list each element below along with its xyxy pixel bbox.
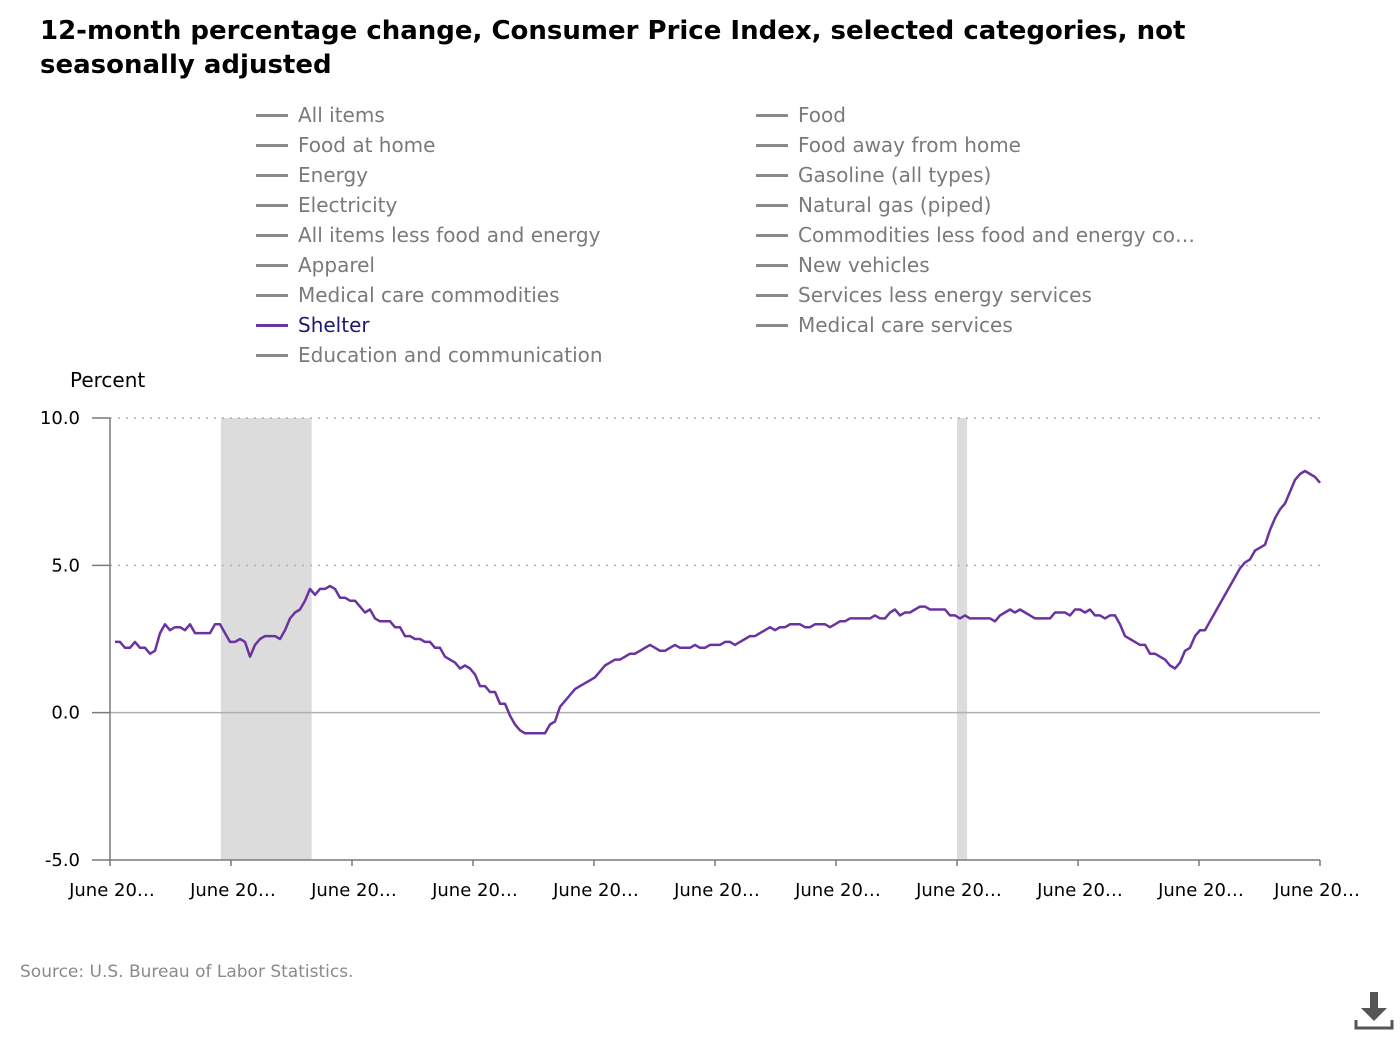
legend-item[interactable]: Services less energy services xyxy=(756,280,1256,310)
x-tick-label: June 20… xyxy=(673,880,760,901)
recession-band xyxy=(220,418,312,860)
source-note: Source: U.S. Bureau of Labor Statistics. xyxy=(20,962,354,982)
legend-item[interactable]: Natural gas (piped) xyxy=(756,190,1256,220)
legend-item[interactable]: Medical care commodities xyxy=(256,280,756,310)
legend-swatch xyxy=(256,263,288,267)
legend-item[interactable]: Energy xyxy=(256,160,756,190)
y-tick-label: 5.0 xyxy=(51,555,80,576)
legend-swatch xyxy=(756,203,788,207)
legend-swatch xyxy=(256,113,288,117)
y-axis-label: Percent xyxy=(70,368,146,392)
legend-item[interactable]: Medical care services xyxy=(756,310,1256,340)
x-tick-label: June 20… xyxy=(1157,880,1244,901)
legend-item[interactable]: Electricity xyxy=(256,190,756,220)
legend-item[interactable]: Food away from home xyxy=(756,130,1256,160)
legend-swatch xyxy=(756,143,788,147)
legend-swatch xyxy=(756,323,788,327)
legend: All items Food Food at home Food away from … xyxy=(256,100,1256,370)
legend-swatch xyxy=(756,173,788,177)
legend-item[interactable]: Food at home xyxy=(256,130,756,160)
legend-swatch xyxy=(256,353,288,357)
legend-swatch xyxy=(756,263,788,267)
legend-swatch xyxy=(256,233,288,237)
series-line-shelter xyxy=(115,469,1321,735)
legend-swatch xyxy=(256,143,288,147)
legend-swatch xyxy=(256,203,288,207)
legend-item[interactable]: Food xyxy=(756,100,1256,130)
legend-item[interactable]: All items less food and energy xyxy=(256,220,756,250)
x-tick-label: June 20… xyxy=(431,880,518,901)
x-tick-label: June 20… xyxy=(552,880,639,901)
legend-swatch xyxy=(256,323,288,327)
x-tick-label: June 20… xyxy=(1273,880,1360,901)
recession-band xyxy=(957,418,968,860)
legend-item[interactable]: Shelter xyxy=(256,310,756,340)
x-tick-label: June 20… xyxy=(310,880,397,901)
legend-swatch xyxy=(256,173,288,177)
x-tick-label: June 20… xyxy=(915,880,1002,901)
legend-item[interactable]: Education and communication xyxy=(256,340,756,370)
x-tick-label: June 20… xyxy=(189,880,276,901)
y-tick-label: 0.0 xyxy=(51,703,80,724)
legend-item[interactable]: Commodities less food and energy com… xyxy=(756,220,1256,250)
legend-item[interactable]: Gasoline (all types) xyxy=(756,160,1256,190)
legend-swatch xyxy=(256,293,288,297)
legend-swatch xyxy=(756,113,788,117)
y-tick-label: 10.0 xyxy=(40,408,80,429)
legend-item[interactable]: New vehicles xyxy=(756,250,1256,280)
legend-swatch xyxy=(756,233,788,237)
x-tick-label: June 20… xyxy=(68,880,155,901)
y-tick-label: -5.0 xyxy=(45,850,80,871)
x-tick-label: June 20… xyxy=(794,880,881,901)
legend-item[interactable]: Apparel xyxy=(256,250,756,280)
download-icon[interactable] xyxy=(1352,990,1396,1034)
legend-item[interactable]: All items xyxy=(256,100,756,130)
legend-swatch xyxy=(756,293,788,297)
x-tick-label: June 20… xyxy=(1036,880,1123,901)
chart-title: 12-month percentage change, Consumer Pri… xyxy=(40,16,1186,80)
